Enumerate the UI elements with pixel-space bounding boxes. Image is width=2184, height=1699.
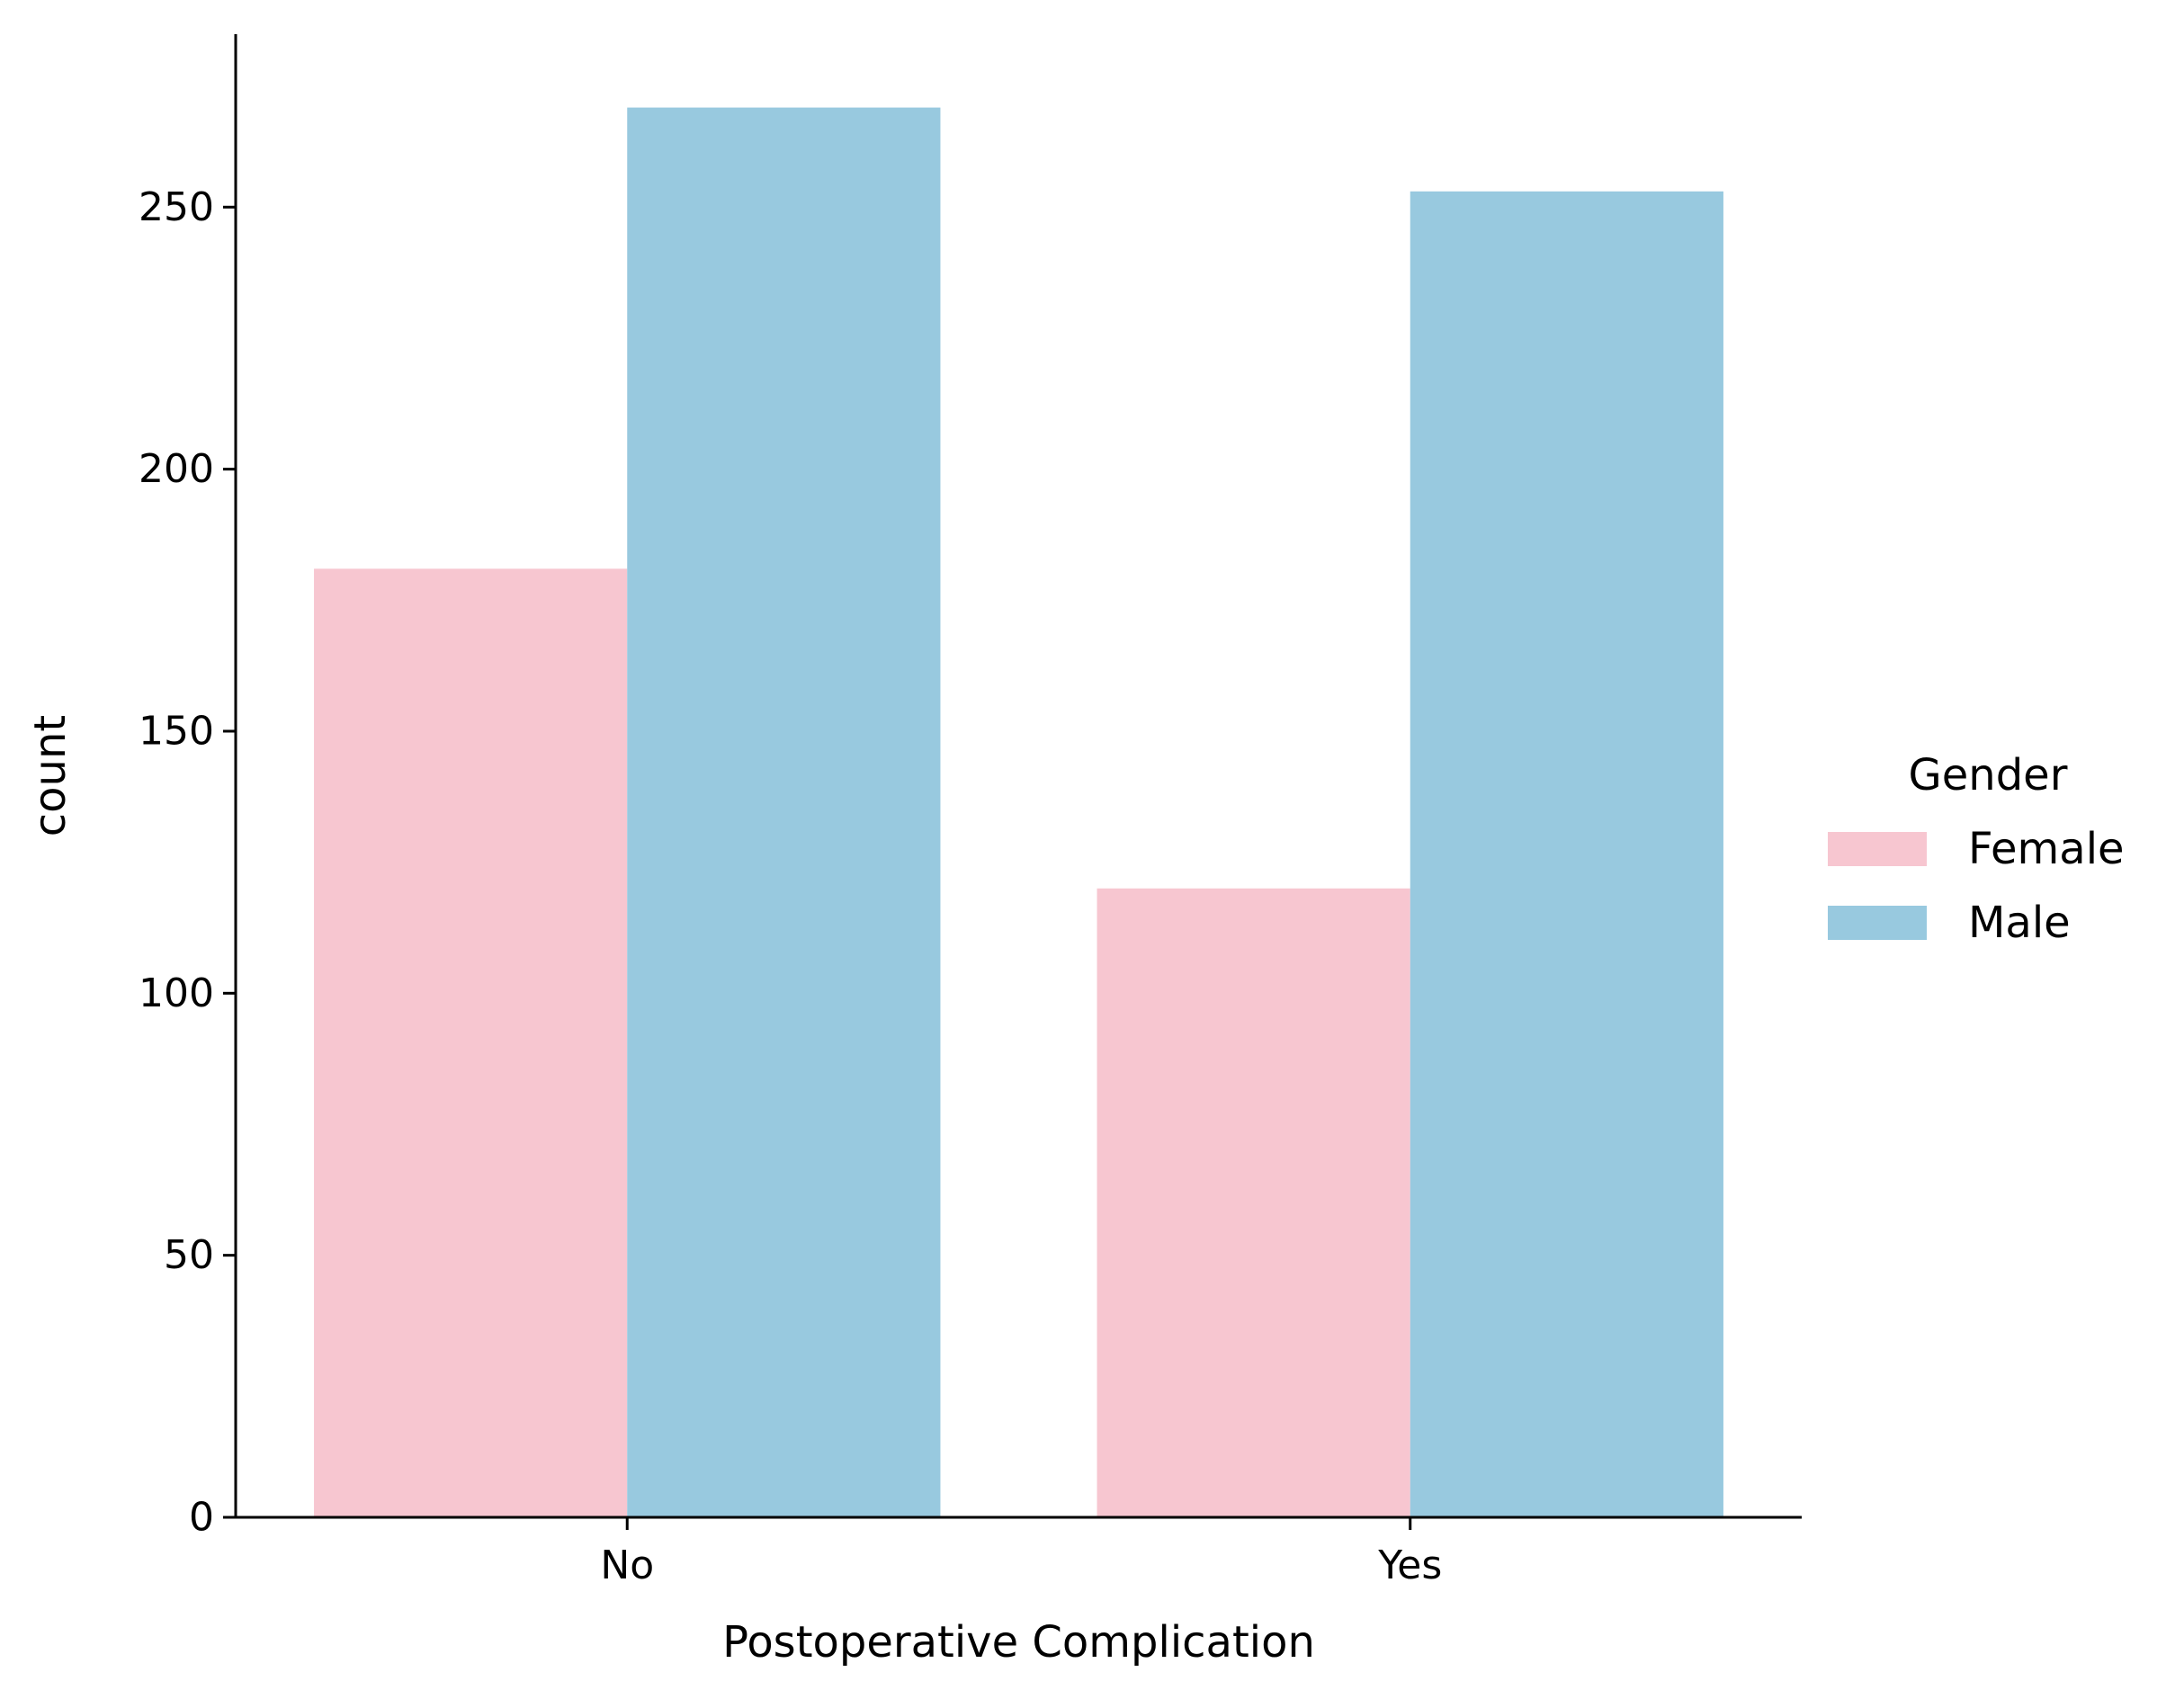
x-tick-label-no: No	[600, 1543, 654, 1588]
bars-group	[314, 107, 1723, 1518]
y-axis-ticks: 0 50 100 150 200 250	[139, 184, 236, 1541]
legend: Gender Female Male	[1828, 750, 2125, 948]
y-tick-label: 0	[189, 1495, 214, 1541]
legend-title: Gender	[1909, 750, 2068, 800]
legend-label-female: Female	[1968, 824, 2125, 874]
y-axis-label: count	[25, 715, 76, 836]
bar-no-female	[314, 568, 628, 1517]
y-tick-label: 100	[139, 970, 214, 1016]
x-tick-label-yes: Yes	[1377, 1543, 1442, 1588]
legend-label-male: Male	[1968, 898, 2071, 948]
bar-yes-female	[1096, 888, 1410, 1517]
x-axis-ticks: No Yes	[600, 1517, 1442, 1588]
legend-swatch-female	[1828, 832, 1927, 866]
x-axis-label: Postoperative Complication	[722, 1617, 1315, 1668]
bar-no-male	[627, 107, 941, 1518]
y-tick-label: 200	[139, 446, 214, 492]
bar-yes-male	[1410, 191, 1723, 1517]
legend-items: Female Male	[1828, 824, 2125, 948]
y-tick-label: 150	[139, 708, 214, 754]
legend-swatch-male	[1828, 906, 1927, 940]
y-tick-label: 50	[164, 1232, 214, 1278]
y-tick-label: 250	[139, 184, 214, 230]
